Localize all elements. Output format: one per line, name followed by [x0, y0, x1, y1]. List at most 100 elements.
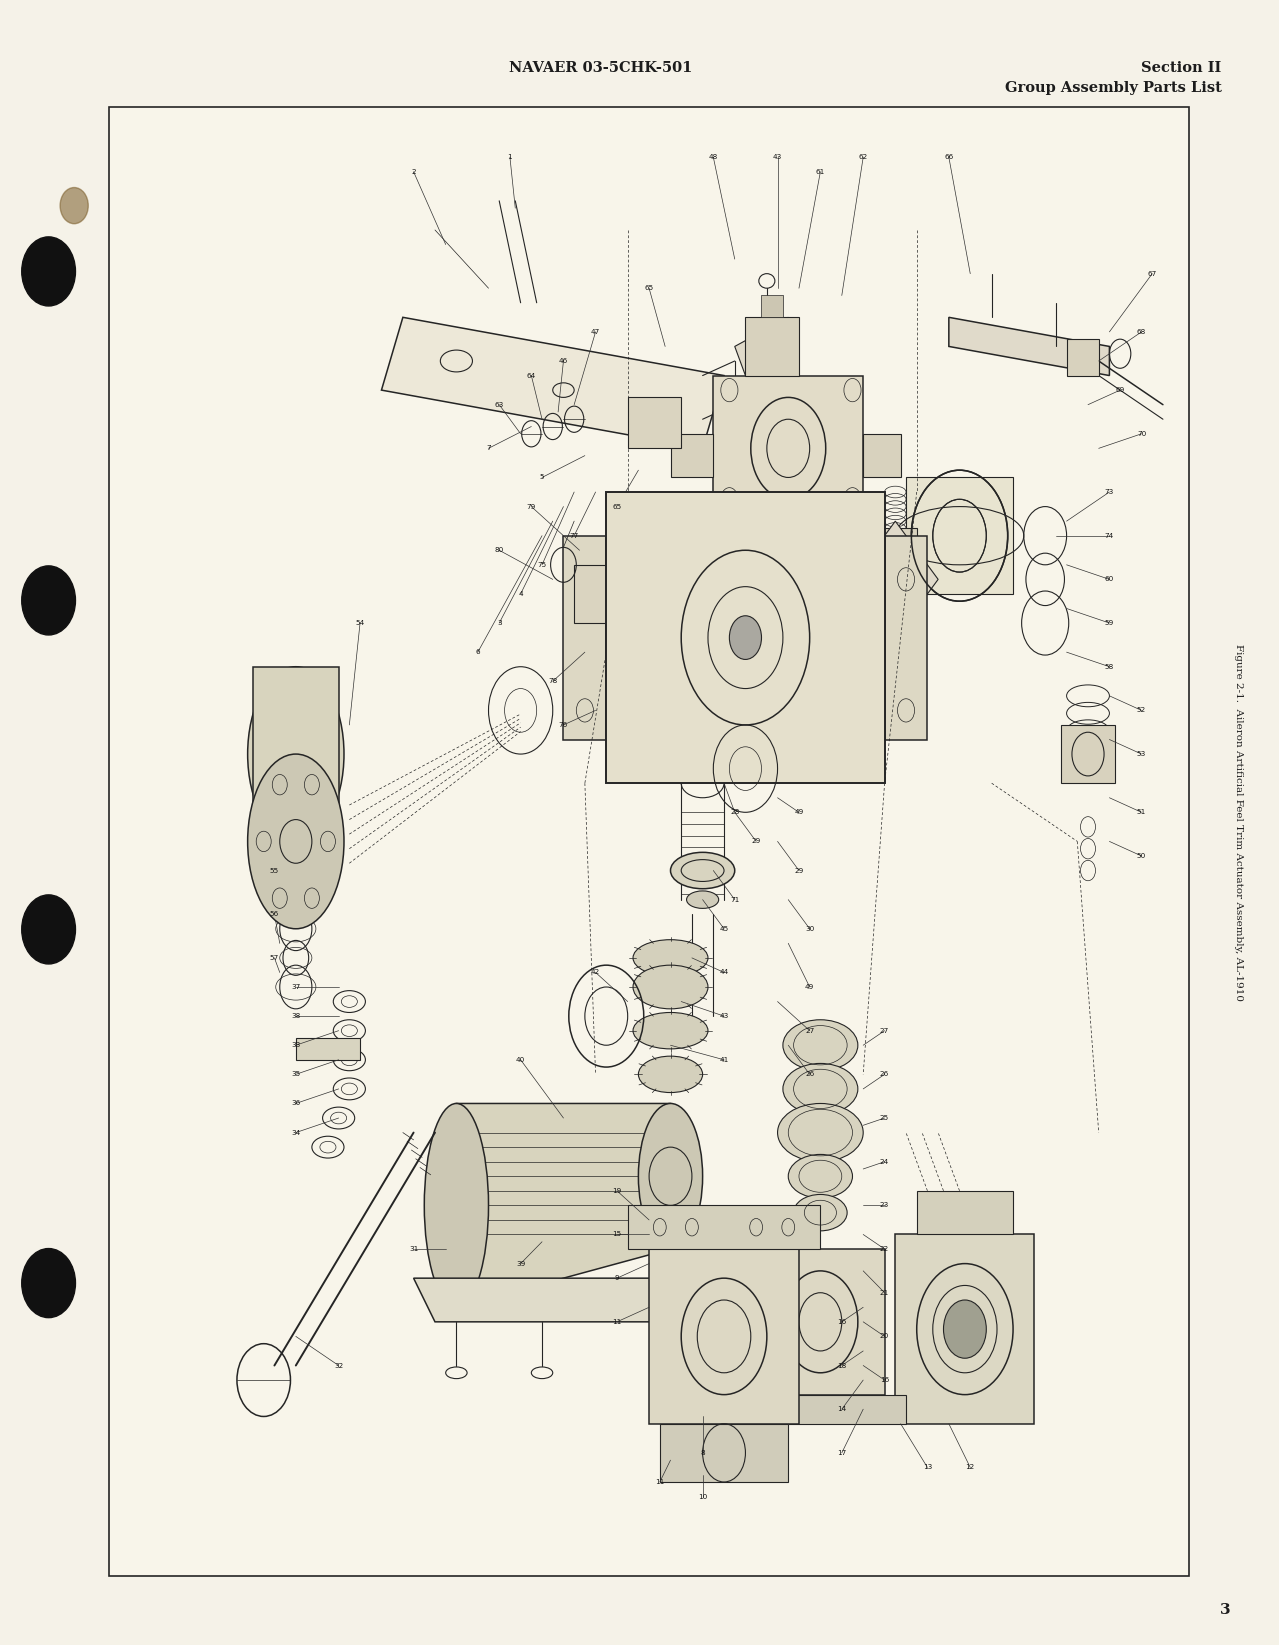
Bar — [1062, 725, 1115, 783]
Text: 18: 18 — [838, 1362, 847, 1369]
Text: Section II: Section II — [1141, 61, 1221, 76]
Text: 41: 41 — [719, 1056, 729, 1063]
Bar — [756, 1249, 885, 1395]
Text: 48: 48 — [709, 155, 718, 160]
Text: 9: 9 — [615, 1275, 619, 1281]
Ellipse shape — [425, 1104, 489, 1308]
Circle shape — [60, 188, 88, 224]
Circle shape — [22, 566, 75, 635]
Bar — [253, 666, 339, 841]
Ellipse shape — [670, 852, 734, 888]
Text: 78: 78 — [549, 678, 558, 684]
Bar — [1067, 339, 1099, 375]
Bar — [628, 1206, 820, 1249]
Text: 32: 32 — [334, 1362, 343, 1369]
Text: 49: 49 — [794, 809, 803, 816]
Text: 55: 55 — [270, 867, 279, 873]
Text: 68: 68 — [1137, 329, 1146, 336]
Bar — [761, 296, 783, 317]
Text: 23: 23 — [880, 1202, 889, 1209]
Text: 49: 49 — [804, 984, 815, 990]
Text: 44: 44 — [719, 969, 729, 975]
Bar — [874, 528, 917, 564]
Text: 73: 73 — [1105, 489, 1114, 495]
Ellipse shape — [783, 1020, 858, 1071]
Ellipse shape — [633, 939, 709, 975]
Text: 70: 70 — [1137, 431, 1146, 438]
Polygon shape — [413, 1278, 724, 1323]
Circle shape — [22, 895, 75, 964]
Text: 52: 52 — [1137, 707, 1146, 714]
Bar — [650, 1249, 799, 1423]
Text: 64: 64 — [527, 372, 536, 378]
Text: 38: 38 — [292, 1013, 301, 1020]
Text: 1: 1 — [508, 155, 512, 160]
Polygon shape — [381, 317, 724, 449]
Text: 58: 58 — [1105, 663, 1114, 670]
Text: 37: 37 — [292, 984, 301, 990]
Ellipse shape — [778, 1104, 863, 1161]
Text: 4: 4 — [518, 591, 523, 597]
Text: 42: 42 — [591, 969, 600, 975]
Text: 12: 12 — [966, 1464, 975, 1471]
Text: 8: 8 — [701, 1449, 705, 1456]
Text: 71: 71 — [730, 897, 739, 903]
Circle shape — [22, 237, 75, 306]
Bar — [885, 536, 927, 740]
Ellipse shape — [687, 892, 719, 908]
Ellipse shape — [248, 753, 344, 929]
Text: 61: 61 — [816, 169, 825, 174]
Text: 56: 56 — [270, 911, 279, 918]
Polygon shape — [734, 1395, 906, 1423]
Text: 2: 2 — [412, 169, 416, 174]
Text: 27: 27 — [880, 1028, 889, 1033]
Text: 35: 35 — [292, 1071, 301, 1077]
Text: 13: 13 — [923, 1464, 932, 1471]
Bar — [574, 564, 628, 623]
Bar — [863, 434, 900, 477]
Text: 43: 43 — [719, 1013, 729, 1020]
Text: 33: 33 — [292, 1043, 301, 1048]
Text: 40: 40 — [515, 1056, 526, 1063]
Text: 63: 63 — [495, 401, 504, 408]
Ellipse shape — [793, 1194, 847, 1230]
Text: 11: 11 — [613, 1319, 622, 1324]
Text: 46: 46 — [559, 359, 568, 364]
Text: 6: 6 — [476, 650, 480, 655]
Bar — [109, 107, 1189, 1576]
Text: 14: 14 — [838, 1406, 847, 1411]
Ellipse shape — [788, 1155, 853, 1198]
Ellipse shape — [633, 966, 709, 1008]
Text: 75: 75 — [537, 563, 546, 568]
Text: 77: 77 — [569, 533, 579, 538]
Text: 31: 31 — [409, 1245, 418, 1252]
Text: 53: 53 — [1137, 752, 1146, 757]
Text: 69: 69 — [1115, 387, 1124, 393]
Circle shape — [22, 1249, 75, 1318]
Text: 60: 60 — [1105, 576, 1114, 582]
Text: 15: 15 — [613, 1232, 622, 1237]
Text: 34: 34 — [292, 1130, 301, 1135]
Bar — [564, 536, 606, 740]
Text: 3: 3 — [498, 620, 501, 627]
Bar — [917, 1191, 1013, 1234]
Text: 16: 16 — [838, 1319, 847, 1324]
Bar — [606, 492, 885, 783]
Text: Figure 2-1.  Aileron Artificial Feel Trim Actuator Assembly, AL-1910: Figure 2-1. Aileron Artificial Feel Trim… — [1233, 643, 1243, 1002]
Bar — [295, 1038, 361, 1059]
Text: 21: 21 — [880, 1290, 889, 1296]
Text: 20: 20 — [880, 1334, 889, 1339]
Circle shape — [944, 1300, 986, 1359]
Text: Group Assembly Parts List: Group Assembly Parts List — [1004, 81, 1221, 95]
Text: 65: 65 — [613, 503, 622, 510]
Bar — [746, 317, 799, 375]
Text: 29: 29 — [752, 839, 761, 844]
Text: 36: 36 — [292, 1101, 301, 1107]
Text: 74: 74 — [1105, 533, 1114, 538]
Text: 47: 47 — [591, 329, 600, 336]
Text: NAVAER 03-5CHK-501: NAVAER 03-5CHK-501 — [509, 61, 693, 76]
Ellipse shape — [248, 666, 344, 841]
Text: 27: 27 — [804, 1028, 815, 1033]
Bar — [714, 375, 863, 521]
Text: 79: 79 — [527, 503, 536, 510]
